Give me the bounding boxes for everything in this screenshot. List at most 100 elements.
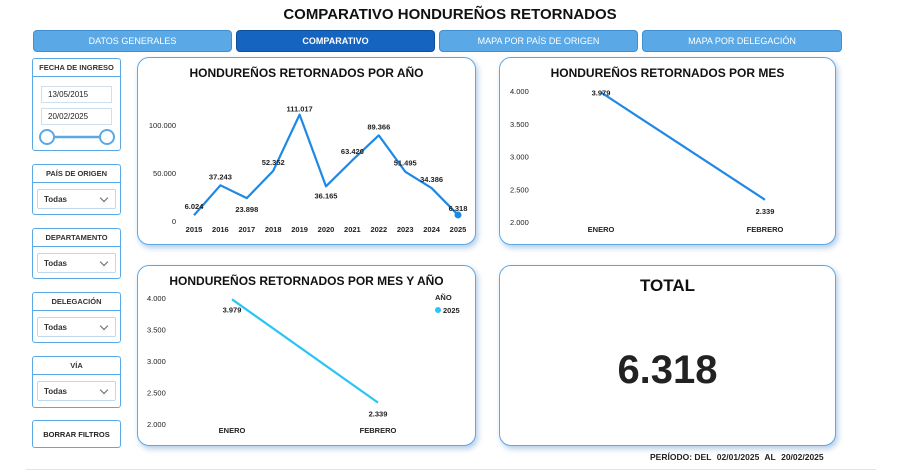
x-tick-label: 2016 <box>212 225 229 234</box>
x-tick-label: 2019 <box>291 225 308 234</box>
legend-item: 2025 <box>443 306 460 315</box>
y-tick-label: 50.000 <box>153 169 176 178</box>
page-title: COMPARATIVO HONDUREÑOS RETORNADOS <box>283 6 617 23</box>
tab-comparativo[interactable]: COMPARATIVO <box>236 30 435 52</box>
total-value: 6.318 <box>617 348 718 392</box>
x-tick-label: 2017 <box>238 225 255 234</box>
start-date-input[interactable]: 13/05/2015 <box>41 86 112 103</box>
series-line <box>193 113 459 216</box>
filter-label-departamento: DEPARTAMENTO <box>33 229 120 247</box>
chevron-down-icon <box>99 385 109 395</box>
via-dropdown[interactable]: Todas <box>37 381 116 401</box>
pais-origen-dropdown[interactable]: Todas <box>37 189 116 209</box>
line-chart-por-mes: 4.000 3.500 3.000 2.500 2.000 ENERO FEBRERO 3.9… <box>510 87 783 234</box>
chevron-down-icon <box>99 193 109 203</box>
legend-marker <box>435 307 441 313</box>
slider-handle-start[interactable] <box>39 129 55 145</box>
pais-origen-filter: PAÍS DE ORIGEN Todas <box>32 164 121 215</box>
x-tick-label: 2020 <box>318 225 335 234</box>
y-tick-label: 0 <box>172 217 176 226</box>
departamento-value: Todas <box>44 259 67 268</box>
data-label: 51.495 <box>394 159 417 168</box>
clear-filters-button[interactable]: BORRAR FILTROS <box>32 420 121 448</box>
delegacion-dropdown[interactable]: Todas <box>37 317 116 337</box>
y-tick-label: 100.000 <box>149 121 176 130</box>
period-start: 02/01/2025 <box>716 452 760 462</box>
data-label: 52.352 <box>262 158 285 167</box>
tab-mapa-delegacion[interactable]: MAPA POR DELEGACIÓN <box>642 30 842 52</box>
data-label: 6.318 <box>449 204 468 213</box>
y-tick-label: 2.000 <box>147 420 166 429</box>
data-label: 111.017 <box>286 105 312 114</box>
via-filter: VÍA Todas <box>32 356 121 408</box>
chart-card-por-anio: HONDUREÑOS RETORNADOS POR AÑO 100.000 50.… <box>137 57 476 245</box>
data-label: 2.339 <box>756 207 775 216</box>
filter-label-pais: PAÍS DE ORIGEN <box>33 165 120 183</box>
data-label: 2.339 <box>369 410 388 419</box>
x-tick-label: 2015 <box>186 225 203 234</box>
x-tick-label: FEBRERO <box>360 426 397 435</box>
x-tick-label: 2024 <box>423 225 441 234</box>
data-label: 3.979 <box>223 305 242 314</box>
line-chart-por-anio: 100.000 50.000 0 2015 2016 2017 2018 2019 2020 20… <box>149 105 468 234</box>
y-tick-label: 3.000 <box>510 153 529 162</box>
x-tick-label: 2023 <box>397 225 414 234</box>
divider <box>26 469 876 470</box>
series-line <box>231 298 379 404</box>
chart-title: HONDUREÑOS RETORNADOS POR MES <box>550 66 785 80</box>
end-date-input[interactable]: 20/02/2025 <box>41 108 112 125</box>
total-label: TOTAL <box>639 276 696 295</box>
departamento-filter: DEPARTAMENTO Todas <box>32 228 121 279</box>
delegacion-filter: DELEGACIÓN Todas <box>32 292 121 343</box>
date-range-filter: FECHA DE INGRESO 13/05/2015 20/02/2025 <box>32 58 121 151</box>
period-end: 20/02/2025 <box>781 452 824 462</box>
total-card: TOTAL 6.318 <box>499 265 836 446</box>
chevron-down-icon <box>99 257 109 267</box>
data-label: 63.420 <box>341 147 364 156</box>
x-tick-label: 2022 <box>370 225 387 234</box>
chart-card-por-mes-anio: HONDUREÑOS RETORNADOS POR MES Y AÑO 4.00… <box>137 265 476 446</box>
x-tick-label: 2021 <box>344 225 361 234</box>
data-label: 36.165 <box>315 191 338 200</box>
filter-label-via: VÍA <box>33 357 120 375</box>
data-label: 23.898 <box>235 205 258 214</box>
tab-datos-generales[interactable]: DATOS GENERALES <box>33 30 232 52</box>
period-middle: AL <box>764 452 776 462</box>
y-tick-label: 4.000 <box>147 294 166 303</box>
data-label: 3.979 <box>592 88 611 97</box>
chart-title: HONDUREÑOS RETORNADOS POR MES Y AÑO <box>169 274 444 288</box>
y-tick-label: 3.500 <box>147 326 166 335</box>
series-line <box>600 91 766 201</box>
chart-card-por-mes: HONDUREÑOS RETORNADOS POR MES 4.000 3.500… <box>499 57 836 245</box>
y-tick-label: 2.500 <box>510 185 529 194</box>
filter-label-fecha: FECHA DE INGRESO <box>33 59 120 77</box>
data-label: 6.024 <box>185 202 205 211</box>
legend-title: AÑO <box>435 293 452 302</box>
x-tick-label: ENERO <box>588 225 615 234</box>
y-tick-label: 4.000 <box>510 87 529 96</box>
x-tick-label: 2025 <box>450 225 467 234</box>
period-prefix: PERÍODO: DEL <box>650 452 712 462</box>
x-tick-label: ENERO <box>219 426 246 435</box>
data-label: 34.386 <box>420 175 443 184</box>
data-label: 89.366 <box>367 122 390 131</box>
data-point <box>454 211 462 219</box>
via-value: Todas <box>44 387 67 396</box>
chevron-down-icon <box>99 321 109 331</box>
delegacion-value: Todas <box>44 323 67 332</box>
data-label: 37.243 <box>209 172 232 181</box>
line-chart-por-mes-anio: 4.000 3.500 3.000 2.500 2.000 ENERO FEBRERO 3.9… <box>147 293 460 435</box>
chart-title: HONDUREÑOS RETORNADOS POR AÑO <box>189 66 424 80</box>
filter-label-delegacion: DELEGACIÓN <box>33 293 120 311</box>
period-range: PERÍODO: DEL 02/01/2025 AL 20/02/2025 <box>650 452 827 462</box>
slider-handle-end[interactable] <box>99 129 115 145</box>
y-tick-label: 3.500 <box>510 120 529 129</box>
departamento-dropdown[interactable]: Todas <box>37 253 116 273</box>
y-tick-label: 2.000 <box>510 218 529 227</box>
y-tick-label: 2.500 <box>147 389 166 398</box>
pais-origen-value: Todas <box>44 195 67 204</box>
tab-mapa-pais-origen[interactable]: MAPA POR PAÍS DE ORIGEN <box>439 30 638 52</box>
date-range-slider[interactable] <box>33 125 122 149</box>
y-tick-label: 3.000 <box>147 357 166 366</box>
